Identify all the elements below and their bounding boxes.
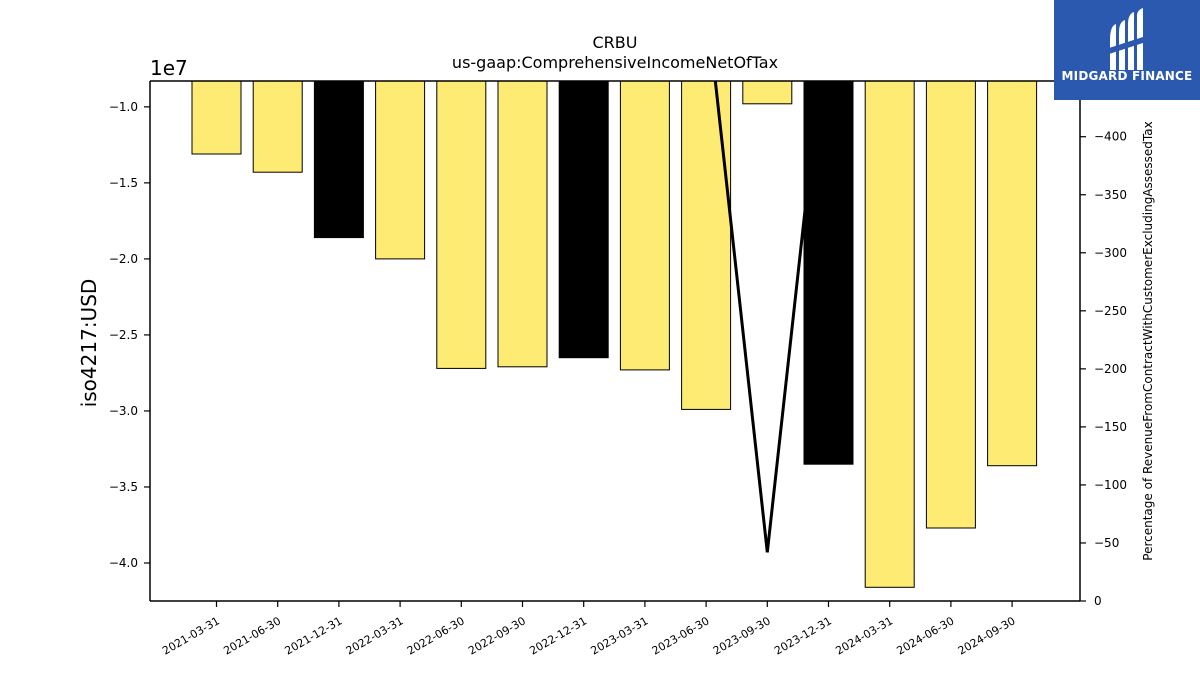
y-tick-label: −1.5	[109, 176, 138, 190]
y2-tick-label: −50	[1094, 536, 1119, 550]
y-tick-label: −3.5	[109, 480, 138, 494]
y2-tick-label: −200	[1094, 362, 1127, 376]
y2-tick-label: −350	[1094, 188, 1127, 202]
x-tick-label: 2024-06-30	[895, 614, 957, 657]
bar-2024-03-31	[865, 81, 914, 587]
chart-title: CRBU	[593, 33, 638, 52]
x-tick-label: 2021-12-31	[283, 614, 345, 657]
x-tick-label: 2022-03-31	[344, 614, 406, 657]
y-offset-text: 1e7	[150, 56, 188, 80]
bar-2024-06-30	[926, 81, 975, 528]
y2-tick-label: 0	[1094, 594, 1102, 608]
bars-group	[192, 81, 1037, 587]
brand-logo: MIDGARD FINANCE	[1054, 0, 1200, 100]
bar-2023-12-31	[804, 81, 853, 464]
x-tick-label: 2023-03-31	[589, 614, 651, 657]
x-tick-label: 2024-03-31	[833, 614, 895, 657]
bar-2021-03-31	[192, 81, 241, 154]
y2-tick-label: −400	[1094, 130, 1127, 144]
y-tick-label: −2.5	[109, 328, 138, 342]
x-tick-label: 2023-09-30	[711, 614, 773, 657]
y-tick-label: −1.0	[109, 100, 138, 114]
x-tick-label: 2022-06-30	[405, 614, 467, 657]
logo-text: MIDGARD FINANCE	[1054, 69, 1200, 83]
x-tick-label: 2023-06-30	[650, 614, 712, 657]
x-tick-label: 2021-03-31	[160, 614, 222, 657]
y2-axis-label: Percentage of RevenueFromContractWithCus…	[1141, 121, 1155, 560]
x-tick-label: 2021-06-30	[221, 614, 283, 657]
y2-tick-label: −150	[1094, 420, 1127, 434]
logo-mark-icon	[1054, 0, 1200, 100]
bar-2022-09-30	[498, 81, 547, 367]
y2-tick-label: −250	[1094, 304, 1127, 318]
bar-2022-12-31	[559, 81, 608, 358]
chart-subtitle: us-gaap:ComprehensiveIncomeNetOfTax	[452, 53, 778, 72]
bar-2023-09-30	[743, 81, 792, 104]
bar-2023-06-30	[682, 81, 731, 409]
bar-2021-06-30	[253, 81, 302, 172]
y2-tick-label: −100	[1094, 478, 1127, 492]
x-tick-label: 2022-12-31	[527, 614, 589, 657]
bar-2022-06-30	[437, 81, 486, 368]
bar-2021-12-31	[314, 81, 363, 238]
y-tick-label: −3.0	[109, 404, 138, 418]
x-tick-label: 2023-12-31	[772, 614, 834, 657]
chart: CRBU us-gaap:ComprehensiveIncomeNetOfTax…	[0, 0, 1200, 675]
bar-2023-03-31	[620, 81, 669, 370]
x-tick-label: 2022-09-30	[466, 614, 528, 657]
y-tick-label: −4.0	[109, 556, 138, 570]
x-tick-label: 2024-09-30	[956, 614, 1018, 657]
bar-2024-09-30	[988, 81, 1037, 466]
bar-2022-03-31	[376, 81, 425, 259]
y-tick-label: −2.0	[109, 252, 138, 266]
y-axis-label: iso4217:USD	[77, 279, 101, 408]
y2-tick-label: −300	[1094, 246, 1127, 260]
